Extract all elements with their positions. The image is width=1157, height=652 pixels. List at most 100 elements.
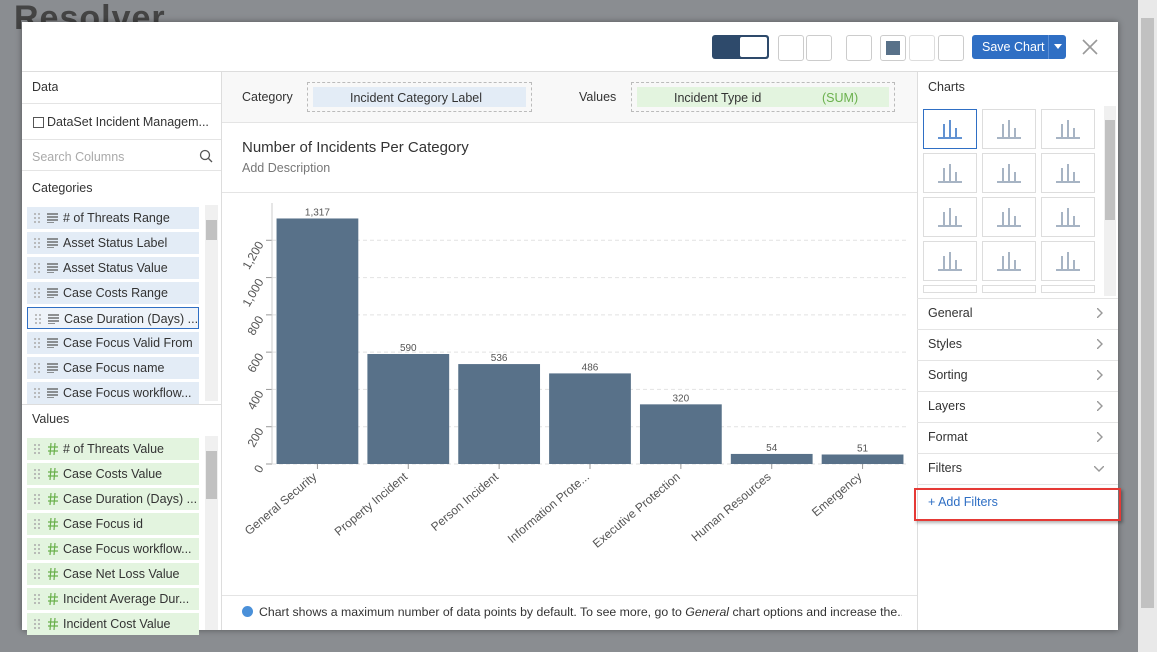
- chart-note: Chart shows a maximum number of data poi…: [242, 605, 902, 619]
- x-tick-label: Property Incident: [332, 469, 411, 538]
- column-name: # of Threats Value: [63, 442, 164, 456]
- chart-type-option[interactable]: [923, 153, 977, 193]
- category-dropzone[interactable]: Incident Category Label: [307, 82, 532, 112]
- chart-editor-modal: [22, 22, 1118, 630]
- chart-type-option[interactable]: [1041, 241, 1095, 281]
- settings-section[interactable]: Styles: [917, 329, 1118, 361]
- bar: [549, 373, 631, 464]
- section-title: Values: [32, 412, 70, 426]
- divider: [22, 404, 221, 405]
- settings-section[interactable]: Filters: [917, 453, 1118, 485]
- column-name: Case Net Loss Value: [63, 567, 180, 581]
- add-filters-link[interactable]: + Add Filters: [928, 495, 998, 509]
- chart-type-option[interactable]: [982, 285, 1036, 293]
- mode-toggle[interactable]: [712, 35, 769, 59]
- divider: [222, 595, 917, 596]
- chart-type-option[interactable]: [923, 285, 977, 293]
- close-button[interactable]: [1082, 39, 1098, 55]
- section-label: Styles: [928, 337, 963, 351]
- value-column[interactable]: Incident Cost Value: [27, 613, 199, 635]
- chart-type-option[interactable]: [982, 241, 1036, 281]
- column-name: Case Focus workflow...: [63, 542, 192, 556]
- x-tick-label: Person Incident: [428, 469, 501, 534]
- tool-button[interactable]: [909, 35, 935, 61]
- color-button[interactable]: [880, 35, 906, 61]
- column-name: Case Focus workflow...: [63, 386, 192, 400]
- settings-section[interactable]: Layers: [917, 391, 1118, 423]
- data-label: 536: [491, 353, 508, 364]
- settings-section[interactable]: Format: [917, 422, 1118, 454]
- chart-type-option[interactable]: [982, 109, 1036, 149]
- value-column[interactable]: Incident Average Dur...: [27, 588, 199, 610]
- chart-type-option[interactable]: [923, 109, 977, 149]
- bar-chart: 0 200 400 600 800 1,000 1,200 General Security 1…: [239, 203, 908, 551]
- section-title: Categories: [32, 181, 93, 195]
- x-tick-label: Human Resources: [689, 470, 774, 545]
- chart-description[interactable]: Add Description: [242, 161, 331, 175]
- panel-title: Data: [32, 80, 59, 94]
- values-dropzone[interactable]: Incident Type id (SUM): [631, 82, 895, 112]
- category-column[interactable]: Case Focus Valid From: [27, 332, 199, 354]
- chart-type-option[interactable]: [982, 153, 1036, 193]
- tool-button[interactable]: [846, 35, 872, 61]
- column-name: Incident Cost Value: [63, 617, 171, 631]
- value-column[interactable]: Case Costs Value: [27, 463, 199, 485]
- data-label: 54: [766, 443, 778, 454]
- x-tick-label: Emergency: [809, 470, 865, 520]
- chart-type-option[interactable]: [1041, 285, 1095, 293]
- category-column[interactable]: Asset Status Label: [27, 232, 199, 254]
- category-column[interactable]: # of Threats Range: [27, 207, 199, 229]
- column-name: Case Costs Range: [63, 286, 168, 300]
- list-scrollbar: [205, 205, 218, 401]
- value-column[interactable]: Case Focus id: [27, 513, 199, 535]
- chart-type-option[interactable]: [1041, 109, 1095, 149]
- section-label: Layers: [928, 399, 966, 413]
- search-box[interactable]: Search Columns: [22, 143, 221, 171]
- chart-type-option[interactable]: [923, 197, 977, 237]
- column-name: Case Duration (Days) ...: [63, 492, 198, 506]
- category-column[interactable]: Case Costs Range: [27, 282, 199, 304]
- column-name: Asset Status Label: [63, 236, 168, 250]
- x-tick-label: Executive Protection: [590, 470, 683, 551]
- value-column[interactable]: Case Net Loss Value: [27, 563, 199, 585]
- section-label: Sorting: [928, 368, 968, 382]
- chart-type-option[interactable]: [1041, 153, 1095, 193]
- y-tick-label: 600: [244, 350, 266, 375]
- save-chart-button[interactable]: Save Chart: [972, 35, 1066, 59]
- settings-section[interactable]: General: [917, 298, 1118, 330]
- category-column[interactable]: Asset Status Value: [27, 257, 199, 279]
- y-tick-label: 1,200: [239, 239, 266, 272]
- dataset-selector[interactable]: DataSet Incident Managem...: [22, 103, 221, 140]
- dropdown-icon: [1054, 44, 1062, 49]
- field-label: Values: [579, 90, 617, 104]
- chart-type-option[interactable]: [923, 241, 977, 281]
- bar: [730, 453, 813, 464]
- chart-type-option[interactable]: [982, 197, 1036, 237]
- chart-type-option[interactable]: [1041, 197, 1095, 237]
- tool-button[interactable]: [806, 35, 832, 61]
- value-column[interactable]: Case Duration (Days) ...: [27, 488, 199, 510]
- data-label: 320: [673, 393, 690, 404]
- y-tick-label: 1,000: [239, 276, 266, 309]
- category-column[interactable]: Case Duration (Days) ...: [27, 307, 199, 329]
- column-name: Asset Status Value: [63, 261, 168, 275]
- data-label: 51: [857, 443, 869, 454]
- category-column[interactable]: Case Focus workflow...: [27, 382, 199, 404]
- values-field: Incident Type id: [674, 91, 762, 105]
- category-column[interactable]: Case Focus name: [27, 357, 199, 379]
- divider: [22, 71, 1118, 72]
- field-label: Category: [242, 90, 293, 104]
- value-column[interactable]: # of Threats Value: [27, 438, 199, 460]
- tool-button[interactable]: [778, 35, 804, 61]
- value-column[interactable]: Case Focus workflow...: [27, 538, 199, 560]
- fullscreen-button[interactable]: [938, 35, 964, 61]
- panel-title: Charts: [928, 80, 965, 94]
- column-name: Case Focus id: [63, 517, 143, 531]
- bar: [367, 354, 450, 464]
- category-field: Incident Category Label: [350, 91, 483, 105]
- column-name: Incident Average Dur...: [63, 592, 190, 606]
- section-label: General: [928, 306, 973, 320]
- settings-section[interactable]: Sorting: [917, 360, 1118, 392]
- y-tick-label: 400: [244, 388, 266, 413]
